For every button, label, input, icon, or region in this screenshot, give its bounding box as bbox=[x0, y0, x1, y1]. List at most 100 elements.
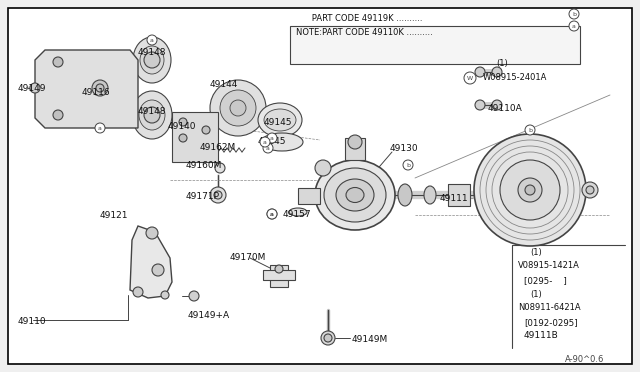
Circle shape bbox=[133, 287, 143, 297]
Circle shape bbox=[152, 264, 164, 276]
Text: 49145: 49145 bbox=[258, 137, 287, 145]
Text: a: a bbox=[270, 135, 274, 141]
Text: a: a bbox=[263, 140, 267, 144]
Circle shape bbox=[475, 67, 485, 77]
Text: b: b bbox=[528, 128, 532, 132]
Text: a: a bbox=[266, 145, 270, 151]
Circle shape bbox=[92, 80, 108, 96]
Text: [0295-    ]: [0295- ] bbox=[524, 276, 567, 285]
Text: 49110A: 49110A bbox=[488, 103, 523, 112]
Circle shape bbox=[189, 291, 199, 301]
Text: 49145: 49145 bbox=[264, 118, 292, 126]
Text: b: b bbox=[572, 12, 576, 16]
Circle shape bbox=[315, 160, 331, 176]
Text: 49160M: 49160M bbox=[186, 160, 222, 170]
Ellipse shape bbox=[133, 37, 171, 83]
Circle shape bbox=[210, 80, 266, 136]
Ellipse shape bbox=[139, 100, 165, 130]
Circle shape bbox=[53, 57, 63, 67]
Text: a: a bbox=[572, 23, 576, 29]
Polygon shape bbox=[130, 226, 172, 298]
Bar bbox=[448, 184, 470, 206]
Circle shape bbox=[582, 182, 598, 198]
Text: b: b bbox=[406, 163, 410, 167]
Circle shape bbox=[146, 227, 158, 239]
Polygon shape bbox=[35, 50, 138, 128]
Text: (1): (1) bbox=[496, 58, 508, 67]
Circle shape bbox=[214, 191, 222, 199]
Text: 49171P: 49171P bbox=[186, 192, 220, 201]
Text: 49149+A: 49149+A bbox=[188, 311, 230, 320]
Circle shape bbox=[53, 110, 63, 120]
Text: 49111B: 49111B bbox=[524, 331, 559, 340]
Text: 49148: 49148 bbox=[138, 106, 166, 115]
Text: 49130: 49130 bbox=[390, 144, 419, 153]
Circle shape bbox=[95, 123, 105, 133]
Circle shape bbox=[492, 67, 502, 77]
Text: a: a bbox=[270, 212, 274, 217]
Text: (1): (1) bbox=[530, 291, 541, 299]
Bar bbox=[290, 26, 580, 64]
Circle shape bbox=[569, 21, 579, 31]
Circle shape bbox=[263, 143, 273, 153]
Circle shape bbox=[30, 83, 40, 93]
Text: 49116: 49116 bbox=[82, 87, 111, 96]
Circle shape bbox=[500, 160, 560, 220]
Ellipse shape bbox=[132, 91, 172, 139]
Ellipse shape bbox=[424, 186, 436, 204]
Ellipse shape bbox=[346, 187, 364, 202]
Circle shape bbox=[215, 163, 225, 173]
Circle shape bbox=[321, 331, 335, 345]
Ellipse shape bbox=[336, 179, 374, 211]
Text: [0192-0295]: [0192-0295] bbox=[524, 318, 578, 327]
Text: A-90^0.6: A-90^0.6 bbox=[565, 356, 604, 365]
Text: 49148: 49148 bbox=[138, 48, 166, 57]
Text: 49144: 49144 bbox=[210, 80, 238, 89]
Circle shape bbox=[475, 100, 485, 110]
Circle shape bbox=[275, 265, 283, 273]
Text: W: W bbox=[467, 76, 473, 80]
Text: 49111: 49111 bbox=[440, 193, 468, 202]
Circle shape bbox=[230, 100, 246, 116]
Text: 49157: 49157 bbox=[283, 209, 312, 218]
Text: (1): (1) bbox=[530, 248, 541, 257]
Circle shape bbox=[403, 160, 413, 170]
Bar bbox=[298, 188, 320, 204]
Circle shape bbox=[267, 209, 277, 219]
Circle shape bbox=[348, 135, 362, 149]
Circle shape bbox=[144, 52, 160, 68]
Text: 49121: 49121 bbox=[100, 211, 129, 219]
Circle shape bbox=[267, 209, 277, 219]
Text: PART CODE 49119K ..........: PART CODE 49119K .......... bbox=[296, 13, 422, 22]
Circle shape bbox=[161, 291, 169, 299]
Ellipse shape bbox=[261, 133, 303, 151]
Ellipse shape bbox=[140, 46, 164, 74]
Text: V08915-1421A: V08915-1421A bbox=[518, 262, 580, 270]
Circle shape bbox=[144, 107, 160, 123]
Circle shape bbox=[220, 90, 256, 126]
Ellipse shape bbox=[289, 208, 307, 216]
Text: a: a bbox=[270, 212, 274, 217]
Text: 49170M: 49170M bbox=[230, 253, 266, 263]
Circle shape bbox=[210, 187, 226, 203]
Circle shape bbox=[586, 186, 594, 194]
Bar bbox=[172, 112, 218, 162]
Ellipse shape bbox=[398, 184, 412, 206]
Ellipse shape bbox=[315, 160, 395, 230]
Circle shape bbox=[474, 134, 586, 246]
Bar bbox=[345, 138, 365, 160]
Circle shape bbox=[147, 35, 157, 45]
Circle shape bbox=[569, 9, 579, 19]
Text: N08911-6421A: N08911-6421A bbox=[518, 304, 580, 312]
Ellipse shape bbox=[264, 109, 296, 131]
Circle shape bbox=[525, 125, 535, 135]
Circle shape bbox=[518, 178, 542, 202]
Bar bbox=[263, 270, 295, 280]
Circle shape bbox=[96, 84, 104, 92]
Ellipse shape bbox=[324, 168, 386, 222]
Circle shape bbox=[492, 100, 502, 110]
Text: 49162M: 49162M bbox=[200, 142, 236, 151]
Text: 49110: 49110 bbox=[18, 317, 47, 327]
Text: 49140: 49140 bbox=[168, 122, 196, 131]
Circle shape bbox=[267, 133, 277, 143]
